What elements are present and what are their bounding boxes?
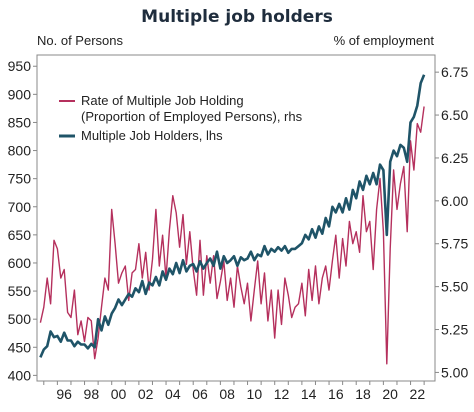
left-tick-label: 550	[8, 283, 32, 299]
x-tick-label: 06	[192, 386, 208, 402]
x-axis: 96 98 00 02 04 06 08 10 12 14 16 18 20 22	[43, 381, 426, 402]
series-line-holders	[39, 74, 426, 358]
left-tick-label: 450	[8, 339, 32, 355]
chart-title: Multiple job holders	[141, 7, 333, 27]
x-tick-label: 98	[84, 386, 100, 402]
left-tick-label: 600	[8, 255, 32, 271]
x-tick-label: 14	[301, 386, 317, 402]
left-tick-label: 750	[8, 171, 32, 187]
x-tick-label: 12	[274, 386, 290, 402]
x-tick-label: 02	[138, 386, 154, 402]
legend-label-rate-line2: (Proportion of Employed Persons), rhs	[81, 109, 303, 124]
right-tick-label: 5.25	[441, 322, 468, 338]
x-tick-label: 18	[355, 386, 371, 402]
right-axis: 5.00 5.25 5.50 5.75 6.00 6.25 6.50 6.75	[435, 64, 468, 380]
right-tick-label: 5.00	[441, 364, 468, 380]
x-tick-label: 22	[410, 386, 426, 402]
right-tick-label: 5.75	[441, 236, 468, 252]
x-tick-label: 10	[247, 386, 263, 402]
right-tick-label: 6.25	[441, 150, 468, 166]
right-tick-label: 6.00	[441, 193, 468, 209]
legend-label-holders: Multiple Job Holders, lhs	[81, 128, 223, 143]
left-tick-label: 700	[8, 199, 32, 215]
x-tick-label: 04	[165, 386, 181, 402]
x-tick-label: 08	[219, 386, 235, 402]
right-axis-label: % of employment	[334, 33, 435, 48]
left-tick-label: 650	[8, 227, 32, 243]
left-axis-label: No. of Persons	[37, 33, 123, 48]
left-tick-label: 850	[8, 114, 32, 130]
left-tick-label: 400	[8, 367, 32, 383]
series-line-rate	[39, 106, 425, 365]
left-tick-label: 500	[8, 311, 32, 327]
right-tick-label: 6.75	[441, 64, 468, 80]
plot-area	[36, 54, 436, 382]
right-tick-label: 5.50	[441, 279, 468, 295]
x-tick-label: 00	[111, 386, 127, 402]
legend-label-rate-line1: Rate of Multiple Job Holding	[81, 93, 244, 108]
left-tick-label: 900	[8, 86, 32, 102]
x-tick-label: 16	[328, 386, 344, 402]
series-lines	[39, 74, 426, 365]
right-tick-label: 6.50	[441, 107, 468, 123]
x-tick-label: 20	[382, 386, 398, 402]
left-axis: 400 450 500 550 600 650 700 750 800 850 900 950	[8, 58, 37, 383]
x-tick-label: 96	[56, 386, 72, 402]
left-tick-label: 950	[8, 58, 32, 74]
legend: Rate of Multiple Job Holding (Proportion…	[59, 93, 303, 143]
left-tick-label: 800	[8, 143, 32, 159]
